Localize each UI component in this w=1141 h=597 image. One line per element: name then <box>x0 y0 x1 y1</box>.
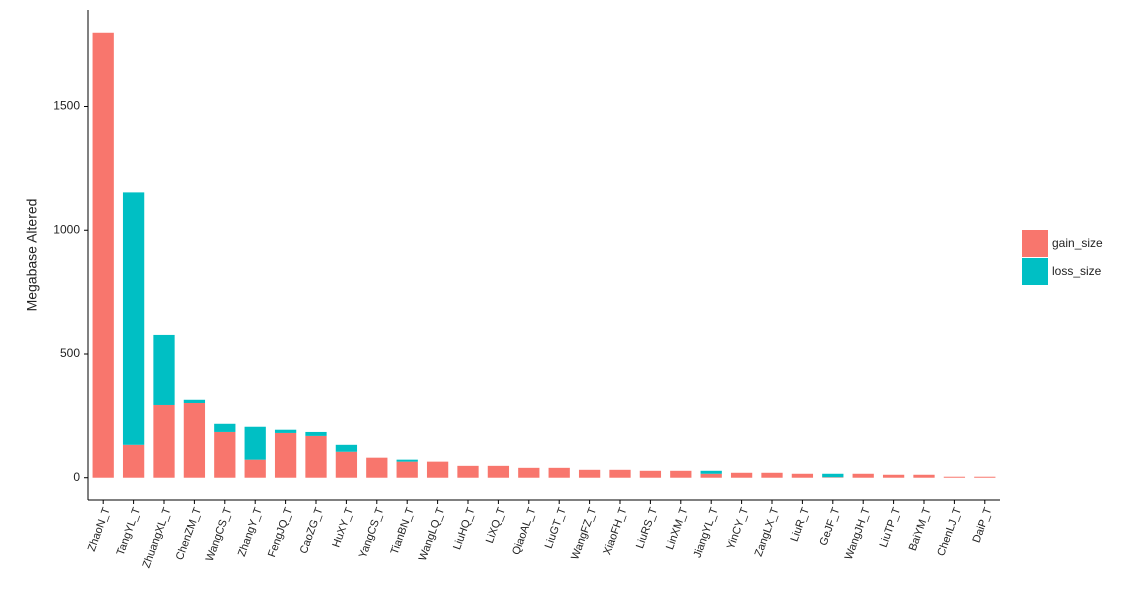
x-tick-label: GeJF_T <box>817 506 842 548</box>
bar-segment <box>609 469 631 478</box>
y-tick-label: 1000 <box>53 222 80 236</box>
x-tick-label: ZhangY_T <box>236 506 265 559</box>
x-tick-label: WangJH_T <box>843 506 873 562</box>
bar-segment <box>366 457 388 478</box>
x-tick-label: HuXY_T <box>330 506 356 549</box>
bar-segment <box>274 432 297 478</box>
x-tick-label: CaoZG_T <box>298 506 326 556</box>
x-tick-label: YinCY_T <box>725 506 751 551</box>
bar-segment <box>761 472 783 478</box>
bar-segment <box>639 470 662 478</box>
bar-segment <box>274 429 297 433</box>
bar-segment <box>852 473 874 478</box>
x-tick-label: QiaoAL_T <box>510 506 538 557</box>
x-tick-label: XiaoFH_T <box>601 506 629 557</box>
bar-segment <box>426 461 449 478</box>
bar-segment <box>305 435 327 478</box>
x-tick-label: ChenZM_T <box>174 506 204 562</box>
bar-segment <box>487 465 510 478</box>
legend-swatch <box>1022 258 1048 285</box>
bar-segment <box>578 469 601 478</box>
bar-segment <box>700 473 722 478</box>
bar-segment <box>457 465 479 478</box>
x-tick-label: ZhaoN_T <box>86 506 113 553</box>
bar-segment <box>122 444 145 478</box>
legend-label: gain_size <box>1052 236 1103 250</box>
bar-segment <box>548 467 570 478</box>
x-tick-label: YangCS_T <box>357 506 386 560</box>
bar-segment <box>244 426 266 460</box>
bar-segment <box>396 461 418 478</box>
x-tick-label: ZangLX_T <box>753 506 782 559</box>
legend-swatch <box>1022 230 1048 257</box>
bar-segment <box>822 473 844 478</box>
bar-segment <box>335 451 358 478</box>
bar-segment <box>396 459 418 462</box>
x-tick-label: WangFZ_T <box>569 506 599 562</box>
x-tick-label: LiuGT_T <box>543 506 569 551</box>
bar-segment <box>913 474 935 478</box>
x-tick-label: LinXM_T <box>664 506 690 552</box>
x-tick-label: LiuRS_T <box>634 506 660 551</box>
bar-segment <box>518 467 540 478</box>
bar-segment <box>214 431 236 478</box>
bar-segment <box>183 399 206 403</box>
bar-segment <box>122 192 145 445</box>
x-tick-label: WangCS_T <box>204 506 235 563</box>
x-tick-label: FengJQ_T <box>266 506 295 559</box>
y-tick-label: 1500 <box>53 99 80 113</box>
bar-segment <box>882 474 905 478</box>
bar-segment <box>92 32 114 478</box>
bar-segment <box>730 472 753 478</box>
x-tick-label: BaiYM_T <box>907 506 934 553</box>
bar-segment <box>153 334 175 405</box>
bar-segment <box>670 470 692 478</box>
x-tick-label: WangLQ_T <box>417 506 447 563</box>
bar-segment <box>700 470 722 474</box>
legend-label: loss_size <box>1052 264 1102 278</box>
x-tick-label: ChenLJ_T <box>935 506 964 558</box>
bar-segment <box>791 473 814 478</box>
x-tick-label: ZhuangXL_T <box>141 506 174 570</box>
x-tick-label: LiuR_T <box>789 506 813 544</box>
bar-segment <box>943 476 966 478</box>
y-axis-label: Megabase Altered <box>24 199 40 312</box>
bar-segment <box>244 459 266 478</box>
x-tick-label: JiangYL_T <box>691 506 720 560</box>
x-tick-label: LiuTP_T <box>878 506 904 549</box>
bar-segment <box>974 476 996 478</box>
bar-segment <box>305 431 327 436</box>
bar-segment <box>153 404 175 478</box>
x-tick-label: TangYL_T <box>115 506 144 557</box>
x-tick-label: LiXQ_T <box>484 506 508 545</box>
bar-segment <box>183 402 206 478</box>
y-tick-label: 500 <box>60 346 80 360</box>
x-tick-label: LiuHQ_T <box>451 506 477 552</box>
bar-segment <box>214 423 236 432</box>
y-tick-label: 0 <box>73 470 80 484</box>
x-tick-label: DaiP_T <box>971 506 995 545</box>
bar-segment <box>335 444 358 452</box>
x-tick-label: TianBN_T <box>389 506 417 557</box>
